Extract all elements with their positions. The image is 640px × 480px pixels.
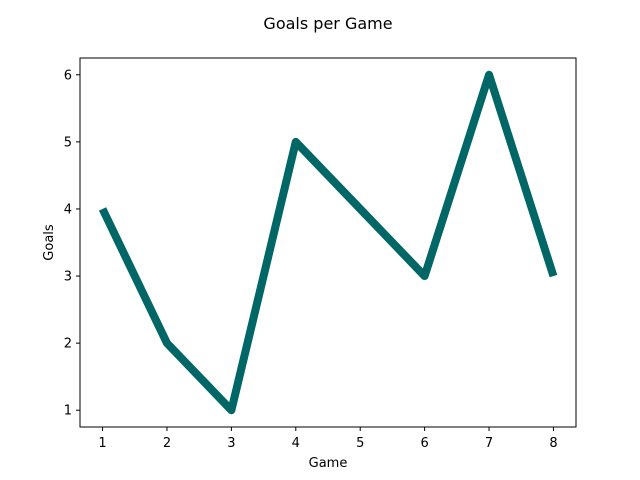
plot-frame xyxy=(79,57,577,428)
y-tick-label: 3 xyxy=(64,270,72,285)
y-tick-label: 4 xyxy=(64,202,72,217)
x-tick-label: 1 xyxy=(98,436,106,451)
x-tick-label: 5 xyxy=(356,436,364,451)
y-tick-label: 5 xyxy=(64,135,72,150)
plot-area xyxy=(98,70,558,415)
y-tick-label: 1 xyxy=(64,404,72,419)
x-axis-label: Game xyxy=(309,456,348,471)
x-tick-label: 8 xyxy=(549,436,557,451)
x-tick-label: 6 xyxy=(420,436,428,451)
x-axis: 1 2 3 4 5 6 7 8 xyxy=(98,427,558,451)
x-tick-label: 7 xyxy=(485,436,493,451)
series-line-0 xyxy=(98,70,558,415)
x-tick-label: 2 xyxy=(163,436,171,451)
y-axis: 1 2 3 4 5 6 xyxy=(64,68,80,419)
y-axis-label: Goals xyxy=(42,224,57,261)
x-tick-label: 4 xyxy=(292,436,300,451)
y-tick-label: 6 xyxy=(64,68,72,83)
chart-title: Goals per Game xyxy=(263,14,392,33)
y-tick-label: 2 xyxy=(64,337,72,352)
x-tick-label: 3 xyxy=(227,436,235,451)
